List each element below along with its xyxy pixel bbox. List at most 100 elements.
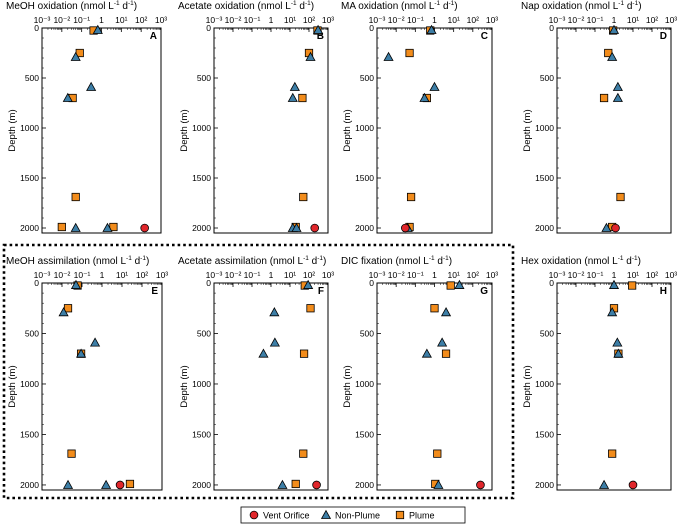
x-tick-label: 10⁻³ — [34, 270, 51, 280]
vent-orifice-point — [140, 223, 149, 233]
plume-point — [306, 304, 315, 313]
y-tick-label: 2000 — [535, 223, 554, 233]
y-tick-label: 500 — [197, 328, 211, 338]
legend-box — [240, 506, 466, 524]
y-axis-label: Depth (m) — [522, 109, 533, 151]
x-tick-label: 10² — [467, 15, 479, 25]
non-plume-point — [62, 479, 74, 489]
title-exponent: -1 — [632, 0, 638, 7]
non-plume-point — [429, 81, 440, 91]
y-tick-label: 1000 — [192, 379, 211, 389]
x-tick-label: 10³ — [486, 15, 498, 25]
title-exponent: -1 — [429, 255, 435, 262]
x-tick-label: 10⁻¹ — [244, 15, 261, 25]
x-tick-label: 10² — [136, 270, 148, 280]
y-axis-label: Depth (m) — [179, 365, 190, 407]
plume-point — [67, 449, 76, 458]
panel-f: Acetate assimilation (nmol L-1 d-1)F10⁻³… — [178, 255, 334, 491]
panel-title: MeOH assimilation (nmol L-1 d-1) — [6, 255, 149, 267]
y-tick-label: 1500 — [355, 429, 374, 439]
x-tick-label: 10⁻¹ — [244, 270, 261, 280]
non-plume-point — [421, 348, 432, 358]
non-plume-point — [92, 24, 103, 34]
y-tick-label: 2000 — [192, 223, 211, 233]
y-tick-label: 500 — [360, 328, 374, 338]
title-exponent: -1 — [449, 0, 455, 7]
title-segment: ) — [311, 1, 314, 12]
non-plume-point — [70, 51, 81, 61]
x-tick-label: 10⁻¹ — [407, 15, 424, 25]
title-exponent: -1 — [140, 255, 146, 262]
x-tick-label: 10³ — [322, 270, 334, 280]
x-tick-label: 10⁻³ — [206, 270, 223, 280]
non-plume-point — [269, 337, 280, 347]
title-exponent: -1 — [618, 0, 624, 7]
title-segment: d — [440, 1, 448, 12]
non-plume-point — [437, 337, 448, 347]
x-tick-label: 10⁻³ — [369, 15, 386, 25]
x-tick-label: 10⁻³ — [34, 15, 51, 25]
panel-e: MeOH assimilation (nmol L-1 d-1)E10⁻³ 10⁻… — [6, 255, 168, 491]
non-plume-point — [58, 307, 69, 317]
y-tick-label: 1000 — [355, 379, 374, 389]
plume-point — [291, 479, 300, 489]
panel-a: MeOH oxidation (nmol L-1 d-1)A10⁻³ 10⁻² 10… — [6, 0, 167, 234]
x-tick-label: 10¹ — [627, 270, 639, 280]
legend-non-plume-label: Non-Plume — [335, 511, 380, 521]
x-tick-label: 10⁻¹ — [73, 15, 90, 25]
panel-letter: D — [660, 31, 667, 42]
y-tick-label: 2000 — [355, 480, 374, 490]
non-plume-point — [612, 92, 623, 102]
y-tick-label: 0 — [34, 23, 39, 33]
title-segment: d — [624, 1, 632, 12]
non-plume-point — [608, 24, 620, 34]
title-segment: ) — [134, 1, 137, 12]
x-tick-label: 1 — [269, 15, 274, 25]
title-segment: d — [624, 256, 632, 267]
title-segment: Nap oxidation (nmol L — [521, 1, 619, 12]
x-tick-label: 10⁻² — [568, 15, 585, 25]
legend-vent-orifice-label: Vent Orifice — [263, 511, 310, 521]
x-tick-label: 10¹ — [627, 15, 639, 25]
legend: Vent Orifice Non-Plume Plume — [240, 506, 466, 524]
x-tick-label: 10⁻² — [225, 15, 242, 25]
plume-point — [616, 192, 625, 202]
vent-orifice-point — [115, 480, 125, 490]
x-tick-label: 10¹ — [115, 15, 127, 25]
non-plume-point — [598, 479, 610, 489]
x-tick-label: 10⁻² — [225, 270, 242, 280]
title-segment: DIC fixation (nmol L — [341, 256, 429, 267]
non-plume-point — [76, 348, 87, 358]
panel-title: Acetate oxidation (nmol L-1 d-1) — [178, 0, 314, 12]
panel-letter: A — [150, 31, 157, 42]
panel-h: Hex oxidation (nmol L-1 d-1)H10⁻³ 10⁻² 10⁻… — [521, 255, 677, 491]
x-tick-label: 1 — [432, 15, 437, 25]
y-tick-label: 500 — [197, 73, 211, 83]
y-tick-label: 1500 — [355, 173, 374, 183]
title-segment: Hex oxidation (nmol L — [521, 256, 618, 267]
x-tick-label: 10² — [467, 270, 479, 280]
non-plume-point — [419, 92, 430, 102]
vent-orifice-point — [401, 223, 410, 233]
plume-point — [628, 281, 637, 290]
y-tick-label: 2000 — [535, 480, 554, 490]
non-plume-point — [613, 348, 624, 358]
title-exponent: -1 — [632, 255, 638, 262]
title-exponent: -1 — [291, 0, 297, 7]
x-tick-label: 10⁻³ — [206, 15, 223, 25]
x-tick-label: 10⁻¹ — [587, 270, 604, 280]
x-tick-label: 10⁻² — [568, 270, 585, 280]
y-tick-label: 1000 — [355, 123, 374, 133]
x-tick-label: 1 — [612, 270, 617, 280]
non-plume-point — [269, 307, 280, 317]
x-tick-label: 10⁻² — [53, 15, 70, 25]
y-tick-label: 0 — [369, 278, 374, 288]
title-exponent: -1 — [128, 0, 134, 7]
panel-d: Nap oxidation (nmol L-1 d-1)D10⁻³ 10⁻² 10⁻… — [521, 0, 677, 234]
y-tick-label: 500 — [360, 73, 374, 83]
y-tick-label: 500 — [25, 328, 39, 338]
plume-point — [298, 93, 307, 103]
plume-point — [299, 349, 309, 358]
vent-orifice-point — [628, 480, 638, 490]
